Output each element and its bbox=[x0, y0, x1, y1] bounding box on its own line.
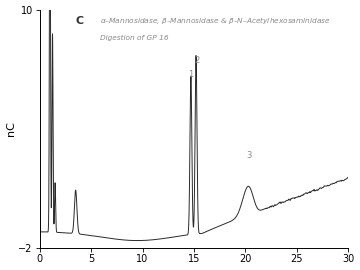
Text: C: C bbox=[75, 15, 83, 25]
Y-axis label: nC: nC bbox=[5, 121, 15, 136]
Text: 1: 1 bbox=[188, 70, 193, 79]
Text: $\alpha$–Mannosidase, $\beta$–Mannosidase & $\beta$–$N$–Acetylhexosaminidase: $\alpha$–Mannosidase, $\beta$–Mannosidas… bbox=[100, 15, 330, 26]
Text: 2: 2 bbox=[194, 56, 199, 65]
Text: Digestion of GP 16: Digestion of GP 16 bbox=[100, 35, 168, 41]
Text: 3: 3 bbox=[246, 151, 251, 160]
